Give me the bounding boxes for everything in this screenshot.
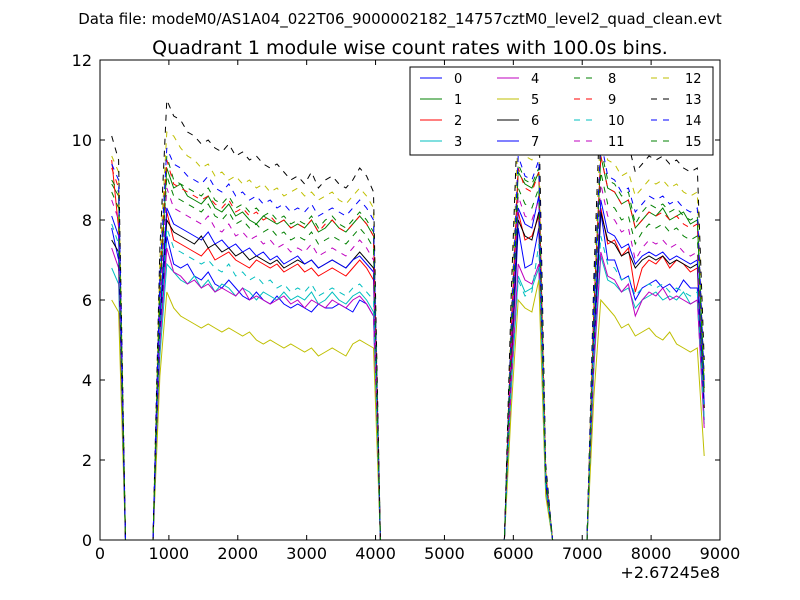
legend-label-0: 0	[454, 72, 462, 87]
x-axis: 0 1000 2000 3000 4000 5000 6000 7000 8000 9000	[95, 60, 740, 563]
x-tick-label: 7000	[562, 544, 603, 563]
series-line-15	[111, 171, 705, 541]
legend-label-6: 6	[531, 114, 539, 129]
legend-label-12: 12	[685, 72, 702, 87]
y-tick-label: 4	[82, 371, 92, 390]
x-tick-label: 3000	[286, 544, 327, 563]
x-offset-label: +2.67245e8	[620, 563, 720, 582]
figure-suptitle: Data file: modeM0/AS1A04_022T06_90000021…	[78, 10, 722, 29]
x-tick-label: 2000	[217, 544, 258, 563]
y-tick-label: 2	[82, 451, 92, 470]
x-tick-label: 4000	[355, 544, 396, 563]
legend-label-13: 13	[685, 93, 702, 108]
legend-label-11: 11	[608, 135, 625, 150]
legend-label-9: 9	[608, 93, 616, 108]
x-tick-label: 5000	[424, 544, 465, 563]
legend-label-1: 1	[454, 93, 462, 108]
legend-label-2: 2	[454, 114, 462, 129]
legend-box	[409, 66, 714, 156]
legend-label-5: 5	[531, 93, 539, 108]
x-tick-label: 8000	[631, 544, 672, 563]
x-tick-label: 6000	[493, 544, 534, 563]
legend-label-14: 14	[685, 114, 702, 129]
y-tick-label: 12	[72, 51, 92, 70]
y-tick-label: 10	[72, 131, 92, 150]
legend-label-10: 10	[608, 114, 625, 129]
x-tick-label: 0	[95, 544, 105, 563]
chart-title: Quadrant 1 module wise count rates with …	[152, 37, 668, 59]
legend-label-4: 4	[531, 72, 539, 87]
y-tick-label: 6	[82, 291, 92, 310]
x-tick-label: 1000	[149, 544, 190, 563]
y-tick-label: 0	[82, 531, 92, 550]
legend-label-15: 15	[685, 135, 702, 150]
legend-label-3: 3	[454, 135, 462, 150]
y-tick-label: 8	[82, 211, 92, 230]
legend-label-8: 8	[608, 72, 616, 87]
x-tick-label: 9000	[700, 544, 741, 563]
legend-label-7: 7	[531, 135, 539, 150]
